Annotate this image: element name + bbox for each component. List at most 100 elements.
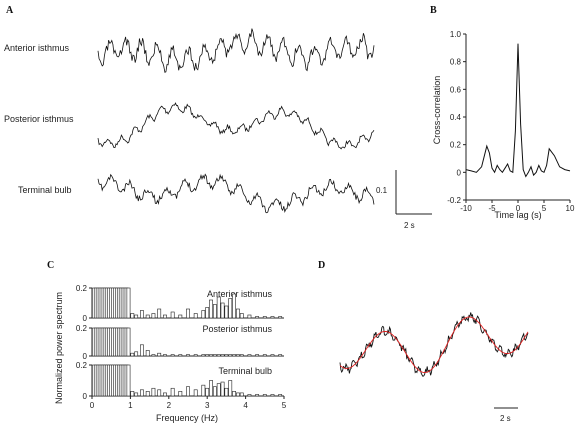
x-tick-label-c: 2: [167, 401, 172, 410]
spectrum-bar: [236, 392, 240, 397]
spectrum-bar: [157, 352, 162, 357]
spectrum-bar: [216, 296, 221, 319]
spectrum-bar: [262, 354, 267, 357]
spectrum-bar: [228, 380, 233, 397]
spectrum-bar: [212, 386, 217, 397]
spectrum-bar: [170, 354, 175, 357]
spectrum-bar: [247, 354, 252, 357]
spectrum-bar: [212, 354, 217, 357]
y-tick-label-b: 0.4: [450, 113, 462, 122]
trace-anterior-isthmus: [97, 28, 375, 73]
x-tick-label-b: 5: [542, 204, 547, 213]
spectrum-bar: [130, 352, 135, 357]
spectrum-bar: [193, 313, 198, 319]
spectrum-bar: [232, 391, 236, 397]
x-tick-label-c: 0: [90, 401, 95, 410]
spectrum-bar: [209, 299, 213, 319]
spectrum-bar: [216, 383, 221, 397]
spectrum-bar: [247, 394, 252, 397]
spectrum-bar: [247, 314, 252, 319]
panel-letter-d: D: [318, 260, 325, 271]
panel-letter-c: C: [47, 260, 54, 271]
spectrum-bar: [255, 316, 260, 319]
spectrum-bar: [134, 392, 139, 397]
panel-a: Anterior isthmus Posterior isthmus Termi…: [4, 28, 432, 230]
spectrum-bar: [186, 308, 190, 319]
trace-d-black: [339, 312, 529, 377]
spectrum-bar: [228, 354, 233, 357]
trace-label-terminal-bulb: Terminal bulb: [18, 185, 72, 195]
spectrum-bar: [236, 354, 240, 357]
spectrum-bar: [163, 314, 167, 319]
x-tick-label-c: 5: [282, 401, 287, 410]
axes-b: -10 -5 0 5 10 -0.2 0 0.2 0.4 0.6 0.8 1.0: [447, 30, 575, 213]
spectrum-bar: [270, 354, 275, 357]
spectrum-bar: [228, 298, 233, 319]
x-tick-label-c: 4: [243, 401, 248, 410]
spectrum-bar: [205, 354, 210, 357]
spectrum-bar: [232, 293, 236, 319]
spectrum-bar: [239, 313, 244, 319]
spectrum-bar: [201, 354, 206, 357]
panel-b: Cross-correlation Time lag (s) -10 -5 0 5 10…: [432, 30, 575, 220]
scale-label-amplitude: 0.1: [376, 186, 388, 195]
y-tick-label-c: 0.2: [76, 361, 88, 370]
x-tick-label-c: 3: [205, 401, 210, 410]
y-axis-label-c: Normalized power spectrum: [54, 292, 64, 404]
y-tick-label-c: 0.2: [76, 284, 88, 293]
y-tick-label-b: -0.2: [447, 196, 461, 205]
spectrum-bar: [236, 308, 240, 319]
spectrum-bar: [270, 316, 275, 319]
x-axis-label-c: Frequency (Hz): [156, 413, 218, 423]
spectrum-bar: [220, 381, 225, 397]
trace-label-posterior-isthmus: Posterior isthmus: [4, 114, 74, 124]
spectrum-bar: [134, 351, 139, 357]
spectrum-bar: [278, 316, 283, 319]
x-tick-label-c: 1: [128, 401, 133, 410]
spectrum-bar: [255, 354, 260, 357]
traces-d: [339, 312, 529, 377]
spectrum-label-anterior-isthmus: Anterior isthmus: [207, 289, 273, 299]
spectrum-bar: [209, 354, 213, 357]
spectrum-bar: [262, 316, 267, 319]
spectrum-bar: [163, 354, 167, 357]
spectrum-bar: [212, 304, 217, 319]
y-tick-label-c: 0: [83, 392, 88, 401]
y-tick-label-b: 0.6: [450, 85, 462, 94]
spectrum-bar: [178, 391, 183, 397]
trace-posterior-isthmus: [97, 102, 375, 150]
spectrum-bar: [193, 389, 198, 397]
cross-correlation-line: [465, 43, 571, 178]
spectrum-bar: [201, 384, 206, 397]
panel-letter-b: B: [430, 5, 437, 16]
spectrum-bar: [140, 389, 144, 397]
spectrum-bar: [126, 287, 131, 319]
spectrum-bar: [209, 380, 213, 397]
scale-label-d: 2 s: [500, 414, 511, 423]
spectrum-bar: [205, 387, 210, 397]
spectrum-bar: [278, 394, 283, 397]
spectrum-bar: [140, 310, 144, 319]
x-tick-label-b: 10: [566, 204, 575, 213]
spectrum-bar: [134, 314, 139, 319]
spectrum-bar: [262, 394, 267, 397]
spectrum-bar: [232, 354, 236, 357]
spectrum-bar: [157, 389, 162, 397]
spectrum-bar: [170, 311, 175, 319]
spectrum-bar: [220, 354, 225, 357]
axes-c: 00.200.200.20 1 2 3 4 5: [76, 284, 287, 410]
spectrum-bar: [224, 387, 229, 397]
y-tick-label-c: 0.2: [76, 324, 88, 333]
spectrum-bar: [130, 313, 135, 319]
trace-d-red: [339, 316, 529, 373]
spectrum-bar: [145, 314, 150, 319]
x-tick-label-b: 0: [516, 204, 521, 213]
spectrum-bar: [224, 354, 229, 357]
spectrum-bar: [239, 354, 244, 357]
spectrum-bar: [157, 308, 162, 319]
spectrum-bar: [178, 354, 183, 357]
y-tick-label-b: 0.8: [450, 58, 462, 67]
trace-terminal-bulb: [97, 173, 375, 214]
